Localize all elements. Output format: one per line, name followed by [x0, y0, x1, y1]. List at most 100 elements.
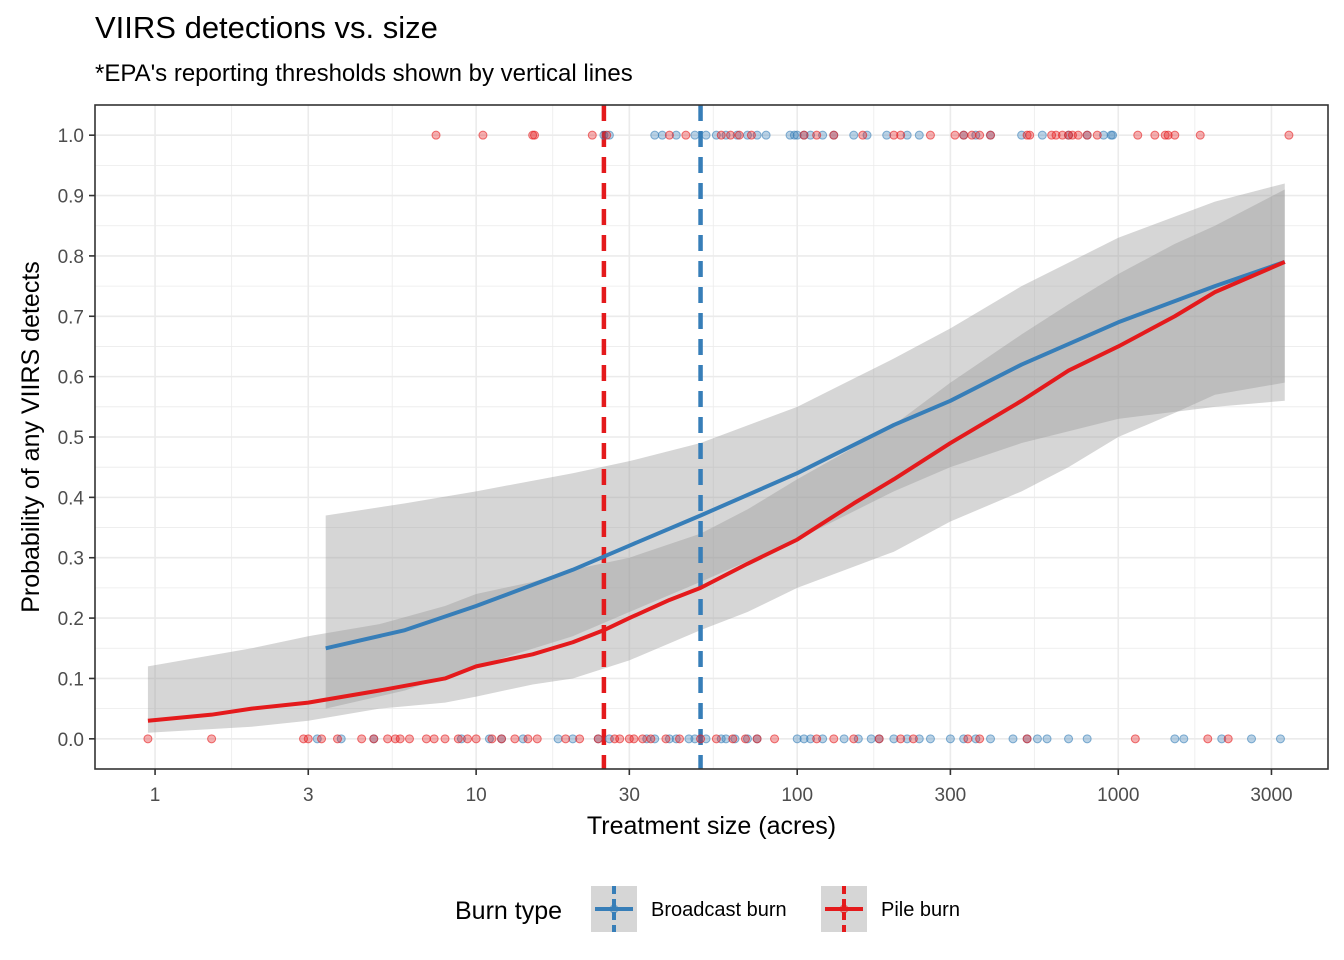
data-point-pile-not-detected	[317, 734, 327, 744]
y-tick-label: 1.0	[58, 126, 84, 147]
data-point-pile-not-detected	[383, 734, 393, 744]
data-point-pile-not-detected	[453, 734, 463, 744]
data-point-broadcast-not-detected	[889, 734, 899, 744]
data-point-pile-detected	[726, 130, 736, 140]
x-tick-label: 10	[466, 785, 487, 806]
data-point-pile-detected	[975, 130, 985, 140]
x-tick-label: 100	[781, 785, 813, 806]
data-point-pile-detected	[829, 130, 839, 140]
legend: Burn type Broadcast burn Pile burn	[455, 886, 960, 932]
data-point-pile-not-detected	[661, 734, 671, 744]
data-point-pile-detected	[1284, 130, 1294, 140]
y-tick-label: 0.7	[58, 307, 84, 328]
data-point-broadcast-detected	[761, 130, 771, 140]
data-point-broadcast-detected	[711, 130, 721, 140]
data-point-pile-detected	[664, 130, 674, 140]
data-point-broadcast-not-detected	[866, 734, 876, 744]
x-tick-label: 3000	[1250, 785, 1292, 806]
x-tick-label: 30	[619, 785, 640, 806]
data-point-broadcast-not-detected	[853, 734, 863, 744]
legend-key-pile	[821, 886, 867, 932]
data-point-pile-detected	[986, 130, 996, 140]
data-point-broadcast-detected	[650, 130, 660, 140]
data-point-pile-not-detected	[812, 734, 822, 744]
legend-label-pile: Pile burn	[881, 899, 960, 921]
data-point-pile-not-detected	[896, 734, 906, 744]
y-axis-ticks: 0.0 0.1 0.2 0.3 0.4 0.5 0.6 0.7 0.8 0.9 1.0	[58, 126, 95, 751]
data-point-broadcast-not-detected	[1217, 734, 1227, 744]
data-point-pile-detected	[1051, 130, 1061, 140]
data-point-broadcast-detected	[701, 130, 711, 140]
data-point-broadcast-detected	[721, 130, 731, 140]
data-point-broadcast-detected	[789, 130, 799, 140]
data-point-pile-not-detected	[610, 734, 620, 744]
y-tick-label: 0.5	[58, 428, 84, 449]
data-point-pile-not-detected	[429, 734, 439, 744]
data-point-broadcast-detected	[732, 130, 742, 140]
data-point-broadcast-not-detected	[721, 734, 731, 744]
data-point-broadcast-not-detected	[716, 734, 726, 744]
data-point-pile-detected	[1170, 130, 1180, 140]
data-point-broadcast-not-detected	[1064, 734, 1074, 744]
data-point-pile-detected	[896, 130, 906, 140]
data-point-pile-not-detected	[624, 734, 634, 744]
data-point-pile-not-detected	[975, 734, 985, 744]
data-point-pile-not-detected	[615, 734, 625, 744]
fit-line-pile	[147, 260, 1286, 723]
legend-label-broadcast: Broadcast burn	[651, 899, 787, 921]
data-point-broadcast-not-detected	[839, 734, 849, 744]
data-point-pile-not-detected	[963, 734, 973, 744]
data-point-pile-not-detected	[711, 734, 721, 744]
data-point-broadcast-not-detected	[799, 734, 809, 744]
data-point-pile-not-detected	[395, 734, 405, 744]
data-point-pile-not-detected	[629, 734, 639, 744]
data-point-pile-not-detected	[487, 734, 497, 744]
y-tick-label: 0.4	[58, 488, 85, 509]
data-point-broadcast-not-detected	[671, 734, 681, 744]
data-point-pile-not-detected	[874, 734, 884, 744]
data-point-broadcast-detected	[671, 130, 681, 140]
data-point-pile-detected	[602, 130, 612, 140]
x-tick-label: 300	[935, 785, 967, 806]
data-point-pile-not-detected	[523, 734, 533, 744]
x-axis-ticks: 1 3 10 30 100 300 1000 3000	[150, 769, 1293, 806]
data-point-broadcast-not-detected	[1082, 734, 1092, 744]
data-point-broadcast-not-detected	[553, 734, 563, 744]
fit-lines	[147, 260, 1286, 723]
y-tick-label: 0.2	[58, 609, 84, 630]
data-point-pile-detected	[1022, 130, 1032, 140]
data-point-pile-detected	[1073, 130, 1083, 140]
data-point-pile-detected	[925, 130, 935, 140]
data-point-pile-detected	[950, 130, 960, 140]
confidence-band-pile	[147, 189, 1285, 733]
chart-subtitle: *EPA's reporting thresholds shown by ver…	[95, 60, 633, 87]
data-point-broadcast-not-detected	[484, 734, 494, 744]
data-point-pile-not-detected	[752, 734, 762, 744]
data-point-pile-not-detected	[646, 734, 656, 744]
legend-key-broadcast	[591, 886, 637, 932]
x-tick-label: 1000	[1097, 785, 1139, 806]
x-axis-title: Treatment size (acres)	[587, 812, 836, 840]
data-point-broadcast-not-detected	[1170, 734, 1180, 744]
confidence-ribbons	[147, 183, 1285, 733]
data-point-pile-not-detected	[829, 734, 839, 744]
data-point-broadcast-not-detected	[986, 734, 996, 744]
data-point-broadcast-detected	[914, 130, 924, 140]
data-point-pile-detected	[1133, 130, 1143, 140]
y-tick-label: 0.3	[58, 549, 84, 570]
data-point-broadcast-not-detected	[568, 734, 578, 744]
data-point-broadcast-not-detected	[1032, 734, 1042, 744]
data-point-broadcast-detected	[604, 130, 614, 140]
data-point-pile-detected	[1092, 130, 1102, 140]
data-point-broadcast-not-detected	[1247, 734, 1257, 744]
data-point-pile-not-detected	[421, 734, 431, 744]
data-point-pile-not-detected	[908, 734, 918, 744]
y-axis-title: Probability of any VIIRS detects	[17, 261, 45, 613]
data-point-pile-detected	[959, 130, 969, 140]
data-point-broadcast-detected	[690, 130, 700, 140]
y-tick-label: 0.0	[58, 730, 84, 751]
data-point-pile-not-detected	[332, 734, 342, 744]
data-point-pile-not-detected	[463, 734, 473, 744]
data-point-pile-not-detected	[770, 734, 780, 744]
data-point-pile-detected	[1057, 130, 1067, 140]
